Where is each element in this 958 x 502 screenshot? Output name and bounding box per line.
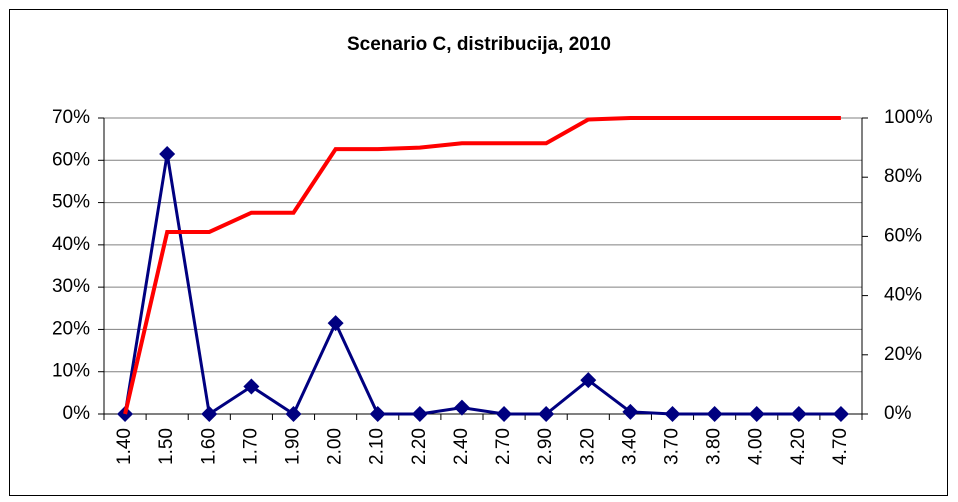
- y2-tick-label: 0%: [884, 403, 912, 424]
- y2-tick-label: 80%: [884, 166, 922, 187]
- data-marker: [496, 406, 513, 422]
- data-marker: [369, 406, 386, 422]
- y2-tick-label: 20%: [884, 344, 922, 365]
- x-tick-label: 4.70: [830, 428, 851, 465]
- data-marker: [327, 315, 344, 332]
- x-tick-label: 2.90: [535, 428, 556, 465]
- data-marker: [790, 406, 807, 422]
- y-tick-label: 70%: [52, 107, 90, 128]
- x-tick-label: 2.70: [493, 428, 514, 465]
- x-tick-label: 4.20: [788, 428, 809, 465]
- y2-tick-label: 40%: [884, 285, 922, 306]
- y-tick-label: 0%: [63, 403, 91, 424]
- data-marker: [159, 145, 176, 162]
- data-marker: [706, 406, 723, 422]
- y2-tick-label: 100%: [884, 107, 933, 128]
- x-tick-label: 1.40: [114, 428, 135, 465]
- x-tick-label: 1.50: [156, 428, 177, 465]
- chart-title: Scenario C, distribucija, 2010: [347, 34, 611, 55]
- data-marker: [243, 378, 260, 395]
- x-tick-label: 3.40: [619, 428, 640, 465]
- data-marker: [538, 406, 555, 422]
- x-tick-label: 1.60: [198, 428, 219, 465]
- y-tick-label: 40%: [52, 234, 90, 255]
- data-marker: [117, 406, 134, 422]
- x-tick-label: 2.10: [367, 428, 388, 465]
- data-marker: [664, 406, 681, 422]
- y-tick-label: 60%: [52, 149, 90, 170]
- x-tick-label: 3.70: [662, 428, 683, 465]
- x-tick-label: 4.00: [746, 428, 767, 465]
- x-tick-label: 3.20: [577, 428, 598, 465]
- y-tick-label: 50%: [52, 192, 90, 213]
- x-tick-label: 2.20: [409, 428, 430, 465]
- data-marker: [748, 406, 765, 422]
- x-tick-label: 3.80: [704, 428, 725, 465]
- x-tick-label: 1.90: [283, 428, 304, 465]
- x-tick-label: 2.00: [325, 428, 346, 465]
- data-marker: [201, 406, 218, 422]
- x-tick-label: 1.70: [240, 428, 261, 465]
- y2-tick-label: 60%: [884, 225, 922, 246]
- y-tick-label: 10%: [52, 361, 90, 382]
- data-marker: [411, 406, 428, 422]
- data-marker: [453, 399, 470, 416]
- data-marker: [832, 406, 849, 422]
- data-marker: [285, 406, 302, 422]
- data-marker: [622, 403, 639, 420]
- y-tick-label: 30%: [52, 276, 90, 297]
- y-tick-label: 20%: [52, 318, 90, 339]
- data-marker: [580, 372, 597, 389]
- x-tick-label: 2.40: [451, 428, 472, 465]
- series-line: [123, 116, 841, 415]
